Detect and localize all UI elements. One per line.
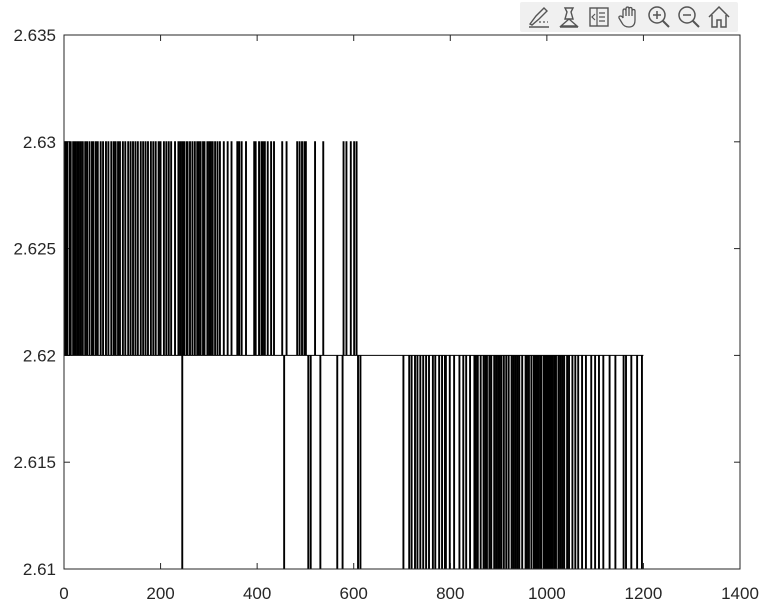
x-tick-label: 200 <box>146 584 174 602</box>
home-restore-icon <box>708 5 730 28</box>
zoom-in-icon <box>648 6 670 28</box>
y-tick-label: 2.63 <box>23 133 56 152</box>
plot-area <box>64 35 740 569</box>
y-tick-label: 2.62 <box>23 346 56 365</box>
pan-button[interactable] <box>614 2 644 32</box>
axes-toolbar <box>520 2 738 32</box>
axes-frame <box>63 34 741 570</box>
axis-tick-labels: 0 200 400 600 800 1000 1200 1400 2.61 2.615 2.62 2.… <box>13 26 758 602</box>
legend-icon <box>589 7 609 27</box>
x-tick-label: 1400 <box>721 584 759 602</box>
brush-button[interactable] <box>524 2 554 32</box>
x-tick-label: 800 <box>436 584 464 602</box>
y-tick-label: 2.61 <box>23 560 56 579</box>
y-tick-label: 2.615 <box>13 453 56 472</box>
pan-hand-icon <box>618 6 636 28</box>
brush-data-icon <box>528 7 549 28</box>
x-tick-label: 600 <box>340 584 368 602</box>
zoom-in-button[interactable] <box>644 2 674 32</box>
y-tick-label: 2.625 <box>13 240 56 259</box>
zoom-out-icon <box>678 6 700 28</box>
datatip-button[interactable] <box>554 2 584 32</box>
x-tick-label: 1000 <box>528 584 566 602</box>
y-tick-label: 2.635 <box>13 26 56 45</box>
legend-button[interactable] <box>584 2 614 32</box>
zoom-out-button[interactable] <box>674 2 704 32</box>
x-tick-label: 1200 <box>625 584 663 602</box>
datatip-icon <box>559 7 579 28</box>
restore-view-button[interactable] <box>704 2 734 32</box>
x-tick-label: 400 <box>243 584 271 602</box>
x-tick-label: 0 <box>59 584 68 602</box>
